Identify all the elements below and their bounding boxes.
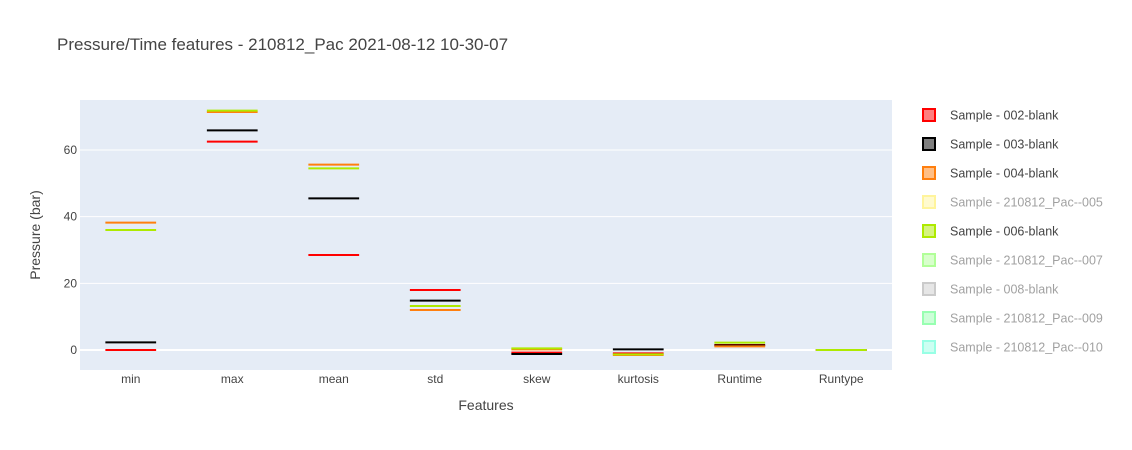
legend-label: Sample - 008-blank [950, 283, 1059, 297]
chart-title: Pressure/Time features - 210812_Pac 2021… [57, 35, 508, 54]
y-tick-label: 20 [64, 276, 78, 290]
legend-swatch [922, 253, 936, 267]
x-tick-label-max: max [221, 372, 244, 386]
legend-swatch [922, 166, 936, 180]
legend-label: Sample - 210812_Pac--010 [950, 341, 1103, 355]
legend-item-0[interactable]: Sample - 002-blank [922, 108, 1059, 123]
y-axis-title: Pressure (bar) [27, 190, 43, 279]
x-tick-label-mean: mean [319, 372, 349, 386]
legend-label: Sample - 210812_Pac--005 [950, 196, 1103, 210]
x-tick-label-kurtosis: kurtosis [618, 372, 659, 386]
y-tick-label: 40 [64, 210, 78, 224]
legend-swatch [922, 137, 936, 151]
legend-item-1[interactable]: Sample - 003-blank [922, 137, 1059, 152]
legend-label: Sample - 003-blank [950, 138, 1059, 152]
legend-label: Sample - 210812_Pac--009 [950, 312, 1103, 326]
y-axis-ticks: 0 20 40 60 [64, 143, 78, 357]
data-marks [105, 109, 867, 356]
legend-swatch [922, 282, 936, 296]
y-tick-label: 0 [70, 343, 77, 357]
legend-label: Sample - 002-blank [950, 109, 1059, 123]
legend-swatch [922, 311, 936, 325]
legend-label: Sample - 004-blank [950, 167, 1059, 181]
legend-label: Sample - 006-blank [950, 225, 1059, 239]
x-tick-label-runtype: Runtype [819, 372, 864, 386]
legend-swatch [922, 195, 936, 209]
legend-item-4[interactable]: Sample - 006-blank [922, 224, 1059, 239]
plot-area [80, 100, 892, 370]
x-tick-label-runtime: Runtime [717, 372, 762, 386]
x-tick-label-skew: skew [523, 372, 551, 386]
legend-item-6[interactable]: Sample - 008-blank [922, 282, 1059, 297]
legend: Sample - 002-blank Sample - 003-blank Samp… [922, 108, 1103, 355]
legend-item-2[interactable]: Sample - 004-blank [922, 166, 1059, 181]
legend-swatch [922, 224, 936, 238]
x-axis-ticks: min max mean std skew kurtosis Runtime Runtype [121, 372, 864, 386]
legend-label: Sample - 210812_Pac--007 [950, 254, 1103, 268]
legend-item-8[interactable]: Sample - 210812_Pac--010 [922, 340, 1103, 355]
x-axis-title: Features [458, 397, 513, 413]
legend-swatch [922, 340, 936, 354]
gridlines [80, 149, 892, 351]
legend-swatch [922, 108, 936, 122]
x-tick-label-min: min [121, 372, 140, 386]
y-tick-label: 60 [64, 143, 78, 157]
x-tick-label-std: std [427, 372, 443, 386]
legend-item-7[interactable]: Sample - 210812_Pac--009 [922, 311, 1103, 326]
legend-item-5[interactable]: Sample - 210812_Pac--007 [922, 253, 1103, 268]
legend-item-3[interactable]: Sample - 210812_Pac--005 [922, 195, 1103, 210]
